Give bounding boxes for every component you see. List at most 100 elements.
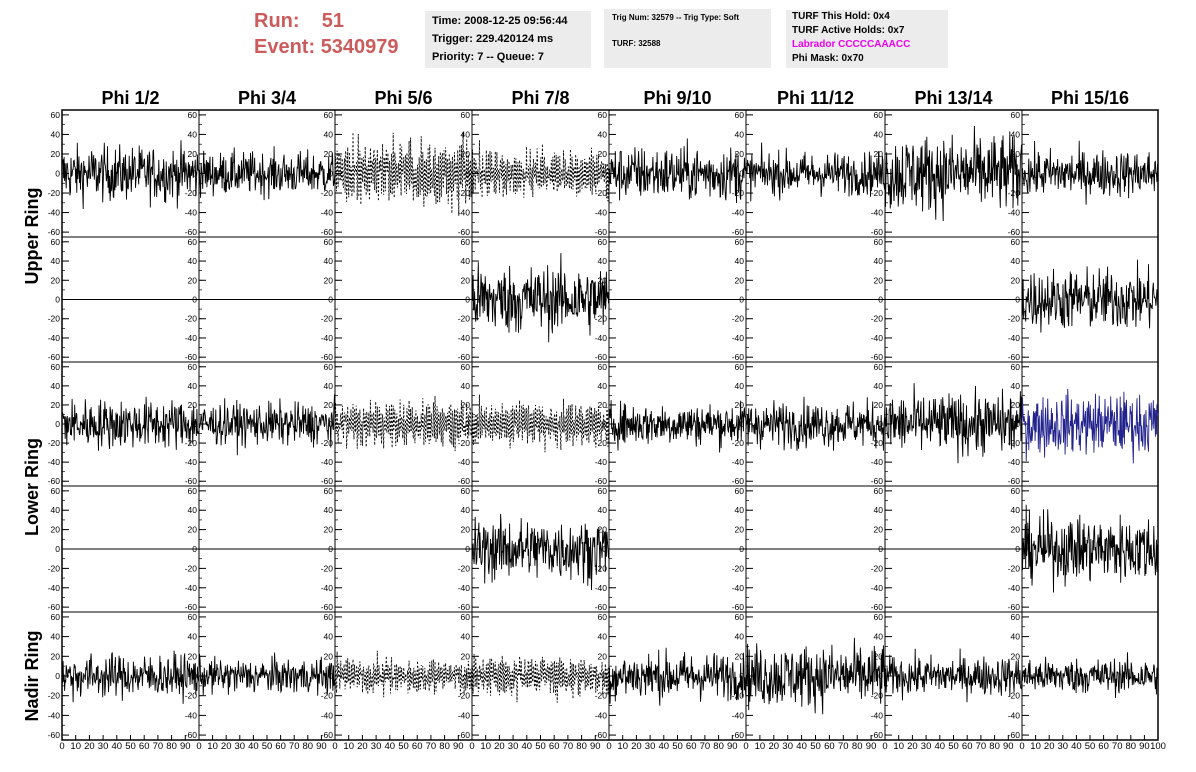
y-tick-label: 60 — [874, 486, 884, 496]
y-tick-label: -40 — [732, 457, 745, 467]
y-tick-label: 40 — [874, 256, 884, 266]
y-tick-label: 40 — [51, 381, 61, 391]
x-tick-label: 20 — [1044, 741, 1055, 752]
x-tick-label: 30 — [1058, 741, 1069, 752]
x-tick-label: 60 — [824, 741, 835, 752]
y-tick-label: 40 — [188, 505, 198, 515]
y-tick-label: 20 — [188, 400, 198, 410]
x-tick-label: 30 — [371, 741, 382, 752]
x-tick-label: 60 — [686, 741, 697, 752]
y-tick-label: 60 — [188, 612, 198, 622]
x-tick-label: 20 — [769, 741, 780, 752]
x-tick-label: 10 — [617, 741, 628, 752]
x-tick-label: 90 — [866, 741, 877, 752]
y-tick-label: -20 — [595, 314, 608, 324]
waveform-trace — [198, 394, 336, 456]
y-tick-label: -60 — [48, 352, 61, 362]
y-tick-label: 20 — [51, 275, 61, 285]
x-tick-label: 40 — [385, 741, 396, 752]
event-line: Event: 5340979 — [254, 34, 424, 60]
y-tick-label: 20 — [461, 400, 471, 410]
y-tick-label: 60 — [1011, 612, 1021, 622]
y-tick-label: -20 — [732, 691, 745, 701]
y-tick-label: 40 — [598, 632, 608, 642]
waveform-trace — [608, 138, 747, 204]
x-tick-label: 90 — [316, 741, 327, 752]
waveform-trace — [884, 383, 1023, 464]
y-tick-label: 60 — [735, 612, 745, 622]
y-tick-label: 40 — [324, 632, 334, 642]
y-tick-label: -20 — [321, 563, 334, 573]
y-tick-label: -40 — [595, 583, 608, 593]
x-tick-label: 60 — [1098, 741, 1109, 752]
x-tick-label: 0 — [1019, 741, 1024, 752]
y-tick-label: 40 — [51, 256, 61, 266]
x-tick-label: 20 — [907, 741, 918, 752]
x-tick-label: 80 — [439, 741, 450, 752]
y-tick-label: 20 — [188, 275, 198, 285]
x-tick-label: 10 — [343, 741, 354, 752]
y-tick-label: 20 — [598, 275, 608, 285]
y-tick-label: -60 — [458, 602, 471, 612]
y-tick-label: -40 — [48, 333, 61, 343]
y-tick-label: -60 — [732, 227, 745, 237]
y-tick-label: 0 — [739, 169, 744, 179]
y-tick-label: 40 — [874, 129, 884, 139]
waveform-trace — [471, 140, 610, 202]
y-tick-label: -20 — [458, 438, 471, 448]
y-tick-label: 20 — [735, 275, 745, 285]
ring-label: Lower Ring — [22, 438, 42, 536]
y-tick-label: -60 — [732, 352, 745, 362]
y-tick-label: 60 — [324, 110, 334, 120]
time-text: Time: 2008-12-25 09:56:44 — [432, 15, 568, 27]
waveform-trace — [334, 396, 473, 452]
y-tick-label: -20 — [48, 314, 61, 324]
y-tick-label: 0 — [739, 295, 744, 305]
y-tick-label: 40 — [735, 381, 745, 391]
y-tick-label: 0 — [602, 671, 607, 681]
y-tick-label: -40 — [458, 333, 471, 343]
y-tick-label: 0 — [192, 544, 197, 554]
y-tick-label: 0 — [878, 169, 883, 179]
y-tick-label: 40 — [188, 256, 198, 266]
y-tick-label: 20 — [461, 149, 471, 159]
y-tick-label: 20 — [51, 400, 61, 410]
y-tick-label: 20 — [51, 651, 61, 661]
y-tick-label: 0 — [192, 295, 197, 305]
y-tick-label: -60 — [595, 476, 608, 486]
y-tick-label: 0 — [602, 169, 607, 179]
x-tick-label: 70 — [426, 741, 437, 752]
y-tick-label: -40 — [48, 710, 61, 720]
y-tick-label: 60 — [735, 110, 745, 120]
y-tick-label: -60 — [48, 602, 61, 612]
y-tick-label: -60 — [1008, 602, 1021, 612]
y-tick-label: -40 — [321, 208, 334, 218]
y-tick-label: 0 — [602, 544, 607, 554]
x-tick-label: 30 — [782, 741, 793, 752]
y-tick-label: 40 — [51, 632, 61, 642]
x-tick-label: 30 — [645, 741, 656, 752]
y-tick-label: 20 — [188, 149, 198, 159]
y-tick-label: 60 — [874, 110, 884, 120]
y-tick-label: 0 — [465, 419, 470, 429]
turf-this-hold-text: TURF This Hold: 0x4 — [792, 11, 890, 22]
y-tick-label: 60 — [51, 237, 61, 247]
y-tick-label: 0 — [465, 544, 470, 554]
y-tick-label: -40 — [595, 208, 608, 218]
waveform-trace — [1021, 652, 1159, 698]
y-tick-label: 60 — [51, 486, 61, 496]
y-tick-label: -40 — [871, 333, 884, 343]
y-tick-label: 0 — [192, 169, 197, 179]
y-tick-label: 20 — [874, 149, 884, 159]
x-tick-label: 70 — [153, 741, 164, 752]
column-label: Phi 1/2 — [101, 88, 159, 108]
y-tick-label: -60 — [595, 352, 608, 362]
y-tick-label: -40 — [458, 583, 471, 593]
waveform-trace — [471, 653, 610, 703]
y-tick-label: 0 — [465, 169, 470, 179]
y-tick-label: -60 — [595, 227, 608, 237]
y-tick-label: -20 — [871, 563, 884, 573]
y-tick-label: 60 — [51, 362, 61, 372]
waveform-trace — [61, 396, 200, 451]
y-tick-label: -20 — [48, 563, 61, 573]
